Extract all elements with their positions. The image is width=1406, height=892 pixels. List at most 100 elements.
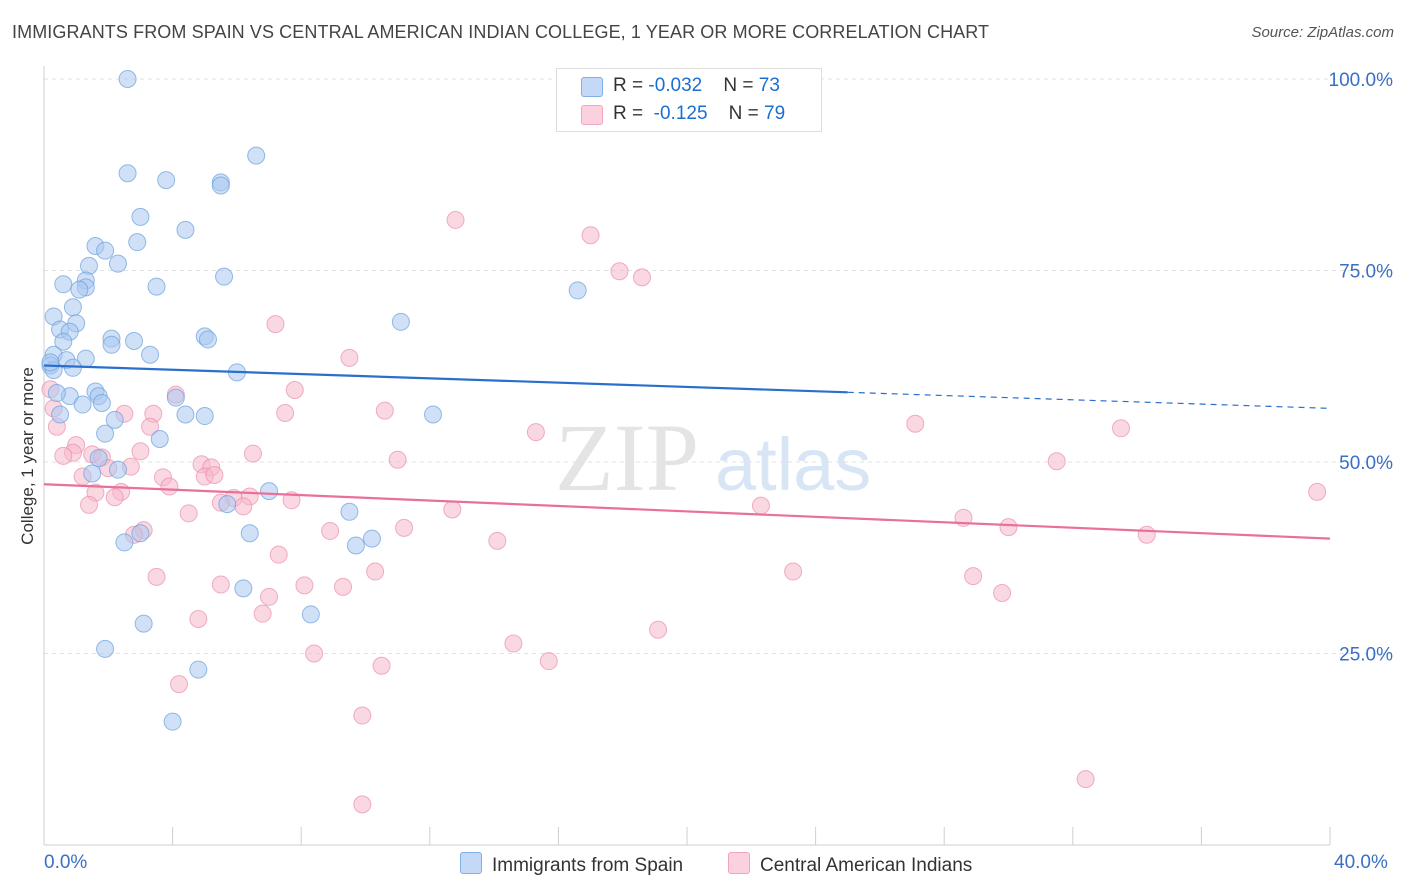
data-point-central-american-indians bbox=[333, 577, 352, 596]
data-point-central-american-indians bbox=[285, 380, 304, 399]
data-point-immigrants-from-spain bbox=[83, 464, 102, 483]
data-point-central-american-indians bbox=[964, 567, 983, 586]
data-point-central-american-indians bbox=[999, 518, 1018, 537]
data-point-central-american-indians bbox=[395, 518, 414, 537]
data-point-immigrants-from-spain bbox=[115, 533, 134, 552]
data-point-central-american-indians bbox=[751, 496, 770, 515]
data-point-immigrants-from-spain bbox=[51, 405, 70, 424]
data-point-central-american-indians bbox=[375, 401, 394, 420]
data-point-immigrants-from-spain bbox=[131, 524, 150, 543]
data-point-immigrants-from-spain bbox=[157, 171, 176, 190]
bottom-legend-item-cai: Central American Indians bbox=[728, 852, 972, 877]
data-point-immigrants-from-spain bbox=[102, 335, 121, 354]
correlation-legend: R = -0.032 N = 73 R = -0.125 N = 79 bbox=[556, 68, 822, 132]
data-point-immigrants-from-spain bbox=[211, 176, 230, 195]
data-point-immigrants-from-spain bbox=[108, 460, 127, 479]
data-point-central-american-indians bbox=[906, 414, 925, 433]
data-point-immigrants-from-spain bbox=[141, 345, 160, 364]
legend-n-label: N = bbox=[723, 75, 759, 96]
data-point-immigrants-from-spain bbox=[176, 405, 195, 424]
series-central-american-indians bbox=[41, 210, 1327, 814]
data-point-immigrants-from-spain bbox=[96, 241, 115, 260]
data-point-central-american-indians bbox=[1112, 419, 1131, 438]
data-point-central-american-indians bbox=[443, 500, 462, 519]
bottom-legend-swatch-blue bbox=[460, 852, 482, 874]
data-point-immigrants-from-spain bbox=[118, 70, 137, 88]
bottom-legend-label-cai: Central American Indians bbox=[760, 855, 973, 876]
data-point-immigrants-from-spain bbox=[73, 395, 92, 414]
data-point-immigrants-from-spain bbox=[70, 280, 89, 299]
watermark-atlas: atlas bbox=[715, 423, 871, 506]
data-point-central-american-indians bbox=[1076, 770, 1095, 789]
data-point-central-american-indians bbox=[253, 604, 272, 623]
y-tick-label: 75.0% bbox=[1339, 262, 1393, 283]
data-point-immigrants-from-spain bbox=[340, 502, 359, 521]
trend-line-extension-immigrants-from-spain bbox=[847, 391, 1331, 409]
y-tick-label: 25.0% bbox=[1339, 645, 1393, 666]
x-tick-label-max: 40.0% bbox=[1334, 852, 1388, 873]
bottom-legend-swatch-pink bbox=[728, 852, 750, 874]
data-point-central-american-indians bbox=[539, 652, 558, 671]
data-point-immigrants-from-spain bbox=[346, 536, 365, 555]
data-point-immigrants-from-spain bbox=[54, 275, 73, 294]
trend-lines bbox=[43, 364, 1331, 540]
data-point-immigrants-from-spain bbox=[240, 524, 259, 543]
data-point-immigrants-from-spain bbox=[218, 495, 237, 514]
data-point-immigrants-from-spain bbox=[63, 358, 82, 377]
data-point-central-american-indians bbox=[1137, 525, 1156, 544]
data-point-immigrants-from-spain bbox=[89, 449, 108, 468]
data-point-immigrants-from-spain bbox=[125, 331, 144, 350]
data-point-central-american-indians bbox=[632, 268, 651, 287]
data-point-central-american-indians bbox=[366, 562, 385, 581]
data-point-central-american-indians bbox=[243, 444, 262, 463]
data-point-central-american-indians bbox=[260, 587, 279, 606]
data-point-central-american-indians bbox=[105, 488, 124, 507]
data-point-central-american-indians bbox=[266, 315, 285, 334]
data-point-central-american-indians bbox=[353, 706, 372, 725]
data-point-immigrants-from-spain bbox=[54, 332, 73, 351]
data-point-immigrants-from-spain bbox=[131, 207, 150, 226]
data-point-immigrants-from-spain bbox=[105, 410, 124, 429]
data-point-immigrants-from-spain bbox=[150, 430, 169, 449]
data-point-central-american-indians bbox=[211, 575, 230, 594]
data-point-immigrants-from-spain bbox=[47, 384, 66, 403]
data-point-central-american-indians bbox=[610, 262, 629, 281]
data-point-central-american-indians bbox=[372, 656, 391, 675]
data-point-immigrants-from-spain bbox=[260, 482, 279, 501]
data-point-immigrants-from-spain bbox=[247, 146, 266, 165]
data-point-immigrants-from-spain bbox=[92, 394, 111, 413]
data-point-immigrants-from-spain bbox=[163, 712, 182, 731]
bottom-legend-item-spain: Immigrants from Spain bbox=[460, 852, 683, 877]
data-point-central-american-indians bbox=[388, 450, 407, 469]
legend-r-value-blue: -0.032 bbox=[648, 75, 703, 96]
data-point-immigrants-from-spain bbox=[198, 330, 217, 349]
data-point-immigrants-from-spain bbox=[128, 233, 147, 252]
data-point-immigrants-from-spain bbox=[568, 281, 587, 300]
axes bbox=[43, 66, 1331, 846]
legend-r-label: R = bbox=[613, 103, 649, 124]
data-point-immigrants-from-spain bbox=[391, 312, 410, 331]
legend-swatch-blue bbox=[581, 77, 603, 97]
trend-line-central-american-indians bbox=[43, 483, 1331, 540]
data-point-central-american-indians bbox=[649, 620, 668, 639]
data-point-central-american-indians bbox=[179, 504, 198, 523]
data-point-immigrants-from-spain bbox=[118, 164, 137, 183]
data-point-central-american-indians bbox=[1308, 482, 1327, 501]
data-point-immigrants-from-spain bbox=[41, 353, 60, 372]
legend-n-value-blue: 73 bbox=[758, 75, 780, 96]
data-point-central-american-indians bbox=[1047, 452, 1066, 471]
data-point-central-american-indians bbox=[282, 491, 301, 510]
legend-r-value-pink: -0.125 bbox=[653, 103, 708, 124]
data-point-central-american-indians bbox=[581, 226, 600, 245]
data-point-central-american-indians bbox=[993, 583, 1012, 602]
data-point-immigrants-from-spain bbox=[215, 267, 234, 286]
trend-line-immigrants-from-spain bbox=[43, 364, 848, 394]
watermark: ZIP atlas bbox=[555, 404, 871, 511]
gridlines bbox=[44, 78, 1392, 654]
data-point-immigrants-from-spain bbox=[301, 605, 320, 624]
data-point-immigrants-from-spain bbox=[195, 407, 214, 426]
data-point-central-american-indians bbox=[446, 210, 465, 229]
data-point-central-american-indians bbox=[488, 531, 507, 550]
data-point-central-american-indians bbox=[353, 795, 372, 814]
y-tick-label: 50.0% bbox=[1339, 453, 1393, 474]
